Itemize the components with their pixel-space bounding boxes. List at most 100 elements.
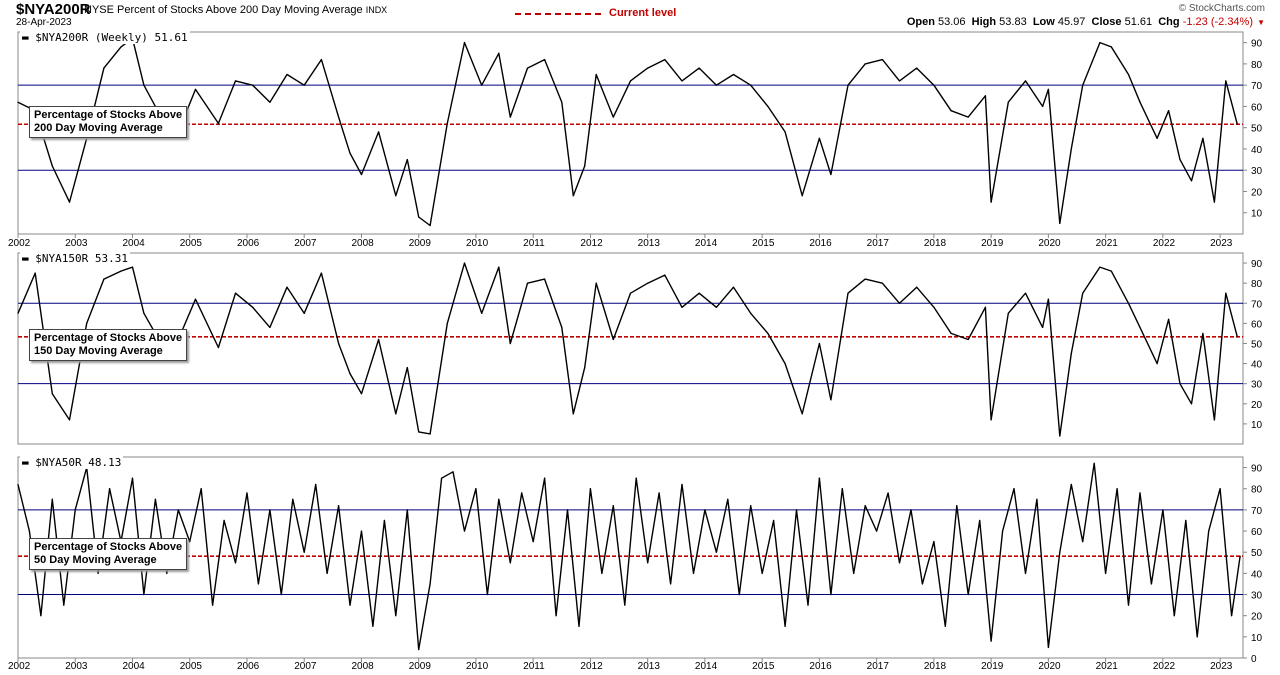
data-point — [704, 509, 706, 511]
data-point — [486, 593, 488, 596]
data-point — [1156, 362, 1158, 365]
data-point — [853, 572, 855, 574]
x-tick-label: 2006 — [237, 661, 260, 672]
data-point — [68, 419, 71, 421]
data-point — [292, 498, 294, 500]
x-tick-label: 2005 — [180, 661, 203, 672]
data-point — [635, 477, 637, 479]
data-point — [1219, 488, 1221, 490]
data-point — [544, 59, 546, 61]
plot-frame — [17, 456, 1244, 659]
data-point — [1070, 352, 1072, 355]
data-point — [51, 393, 53, 395]
data-point — [440, 477, 443, 479]
y-tick-label: 0 — [1251, 654, 1257, 665]
data-point — [418, 431, 420, 433]
data-point — [1225, 80, 1227, 82]
data-point — [572, 413, 574, 415]
data-point — [154, 498, 156, 500]
data-point — [1105, 572, 1107, 574]
callout-line-2: 150 Day Moving Average — [34, 345, 163, 357]
x-tick-label: 2013 — [638, 661, 661, 672]
data-point — [349, 604, 351, 606]
y-tick-label: 90 — [1251, 39, 1263, 50]
high-value: 53.83 — [999, 16, 1027, 28]
data-point — [1047, 646, 1049, 649]
x-tick-label: 2009 — [409, 238, 432, 249]
data-point — [1185, 519, 1187, 522]
data-point — [395, 195, 397, 197]
data-point — [595, 282, 597, 284]
data-point — [475, 488, 477, 490]
data-point — [727, 498, 729, 500]
x-tick-label: 2004 — [122, 238, 145, 249]
data-point — [881, 59, 883, 61]
data-point — [131, 477, 134, 479]
data-point — [1179, 383, 1181, 385]
data-point — [1202, 137, 1204, 139]
callout-line-2: 50 Day Moving Average — [34, 554, 157, 566]
data-point — [921, 583, 924, 585]
data-point — [881, 282, 883, 284]
x-tick-label: 2013 — [638, 238, 661, 249]
data-point — [234, 292, 237, 294]
x-tick-label: 2020 — [1038, 661, 1061, 672]
data-point — [34, 272, 36, 274]
data-point — [120, 270, 122, 272]
data-point — [28, 530, 31, 532]
y-tick-label: 60 — [1251, 102, 1263, 113]
data-point — [378, 131, 380, 133]
x-tick-label: 2010 — [466, 661, 489, 672]
data-point — [698, 292, 700, 294]
data-point — [51, 498, 53, 500]
data-point — [143, 84, 145, 86]
x-tick-label: 2003 — [65, 661, 88, 672]
data-point — [715, 306, 717, 308]
data-point — [320, 272, 322, 274]
data-point — [521, 492, 523, 494]
data-point — [1139, 101, 1141, 103]
data-point — [337, 116, 340, 118]
data-point — [647, 562, 649, 564]
x-tick-label: 2009 — [409, 661, 432, 672]
data-point — [234, 80, 237, 82]
y-tick-label: 70 — [1251, 506, 1263, 517]
data-point — [876, 530, 878, 532]
data-point — [1082, 541, 1084, 543]
data-point — [629, 80, 632, 82]
callout-box: Percentage of Stocks Above 50 Day Moving … — [29, 538, 188, 570]
y-tick-label: 50 — [1251, 124, 1263, 135]
data-point — [773, 519, 775, 522]
data-point — [286, 286, 288, 288]
data-point — [326, 572, 328, 574]
y-tick-label: 60 — [1251, 319, 1263, 330]
data-point — [841, 488, 843, 490]
x-tick-label: 2008 — [351, 238, 374, 249]
chg-label: Chg — [1158, 16, 1180, 28]
dropdown-arrow-icon[interactable]: ▼ — [1257, 18, 1265, 27]
chart-panel-1: 10 20 30 40 50 60 70 80 90 2002 2003 2004 2005 2006 20… — [8, 31, 1263, 249]
x-tick-label: 2017 — [867, 661, 890, 672]
data-point — [692, 572, 695, 574]
callout-line-1: Percentage of Stocks Above — [34, 541, 183, 553]
data-point — [990, 419, 992, 421]
data-point — [887, 492, 889, 494]
y-tick-label: 40 — [1251, 569, 1263, 580]
data-point — [1139, 326, 1141, 328]
data-point — [1007, 312, 1009, 314]
current-level-legend-label: Current level — [609, 7, 677, 19]
data-point — [544, 477, 546, 479]
open-label: Open — [906, 16, 935, 28]
x-tick-label: 2007 — [294, 661, 317, 672]
data-point — [463, 530, 466, 532]
data-point — [280, 593, 282, 596]
data-point — [360, 173, 363, 176]
x-tick-label: 2003 — [65, 238, 88, 249]
callout-line-2: 200 Day Moving Average — [34, 122, 163, 134]
data-point — [1127, 73, 1130, 76]
data-point — [944, 625, 946, 627]
current-level-legend-line — [515, 13, 601, 15]
data-point — [561, 326, 563, 328]
data-point — [1007, 101, 1009, 103]
plot-frame — [17, 31, 1244, 235]
